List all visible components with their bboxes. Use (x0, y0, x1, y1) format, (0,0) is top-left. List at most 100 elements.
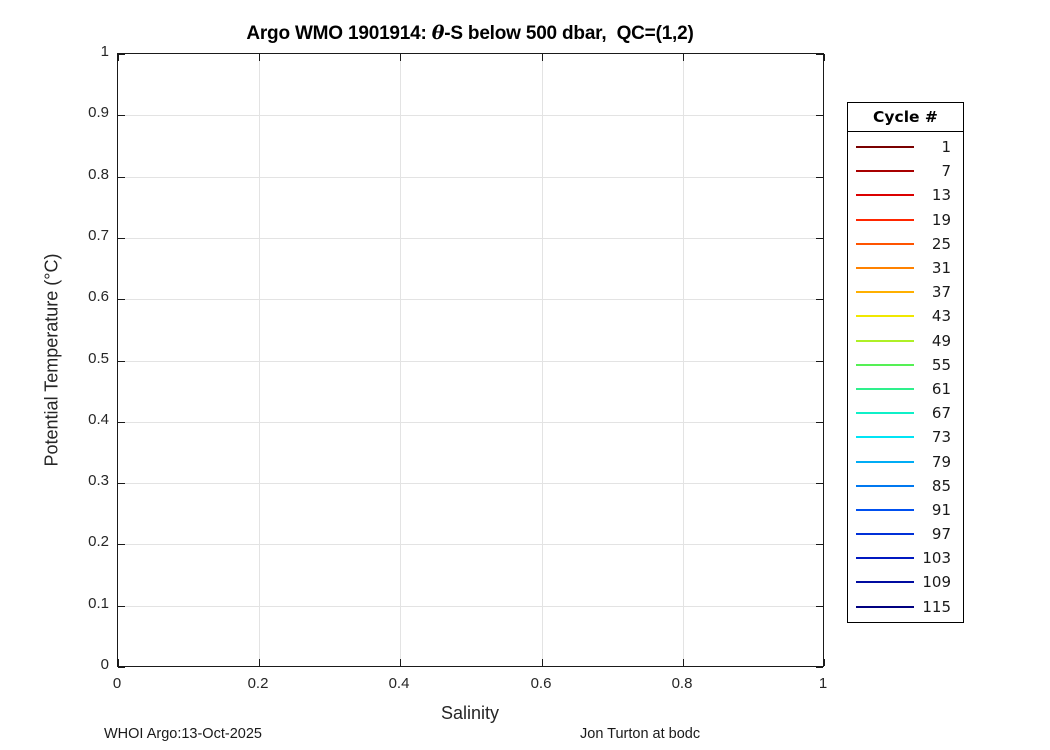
legend-line-sample (856, 557, 914, 560)
y-tick-mark-right (816, 667, 823, 668)
x-tick-mark-top (683, 54, 684, 61)
y-tick-label: 0.8 (88, 166, 109, 183)
y-tick-mark-right (816, 177, 823, 178)
x-tick-label: 0.4 (388, 675, 410, 692)
legend-line-sample (856, 533, 914, 536)
x-tick-mark-top (542, 54, 543, 61)
x-axis-label: Salinity (440, 703, 500, 723)
plot-area (117, 53, 825, 668)
x-tick-mark-top (259, 54, 260, 61)
legend-entry-label: 97 (931, 525, 951, 544)
legend-entry: 109 (848, 570, 963, 594)
legend-entry: 1 (848, 135, 963, 159)
chart-title-suffix: -S below 500 dbar, QC=(1,2) (444, 23, 694, 44)
legend-entry-label: 61 (931, 379, 951, 398)
legend-line-sample (856, 484, 914, 487)
legend-entry-label: 1 (941, 138, 951, 157)
legend-line-sample (856, 581, 914, 584)
legend-entry: 115 (848, 595, 963, 619)
legend-entry-label: 67 (931, 404, 951, 423)
y-tick-mark-left (118, 115, 125, 116)
x-gridline (400, 54, 401, 666)
x-tick-mark-top (400, 54, 401, 61)
y-tick-mark-right (816, 54, 823, 55)
legend: Cycle # 1 7 13 19 25 31 37 43 49 55 61 67 73 79 85 91 97… (847, 102, 964, 623)
y-gridline (118, 115, 823, 116)
footer-credit-text: Jon Turton at bodc (580, 726, 701, 742)
legend-line-sample (856, 436, 914, 439)
legend-entry-label: 43 (931, 307, 951, 326)
legend-line-sample (856, 218, 914, 221)
x-gridline (259, 54, 260, 666)
legend-entry: 13 (848, 183, 963, 207)
x-tick-label: 0.2 (247, 675, 269, 692)
y-tick-mark-left (118, 299, 125, 300)
x-tick-mark-bottom (824, 659, 825, 666)
y-tick-label: 0.2 (88, 533, 109, 550)
legend-entry-label: 73 (931, 428, 951, 447)
legend-entry: 49 (848, 329, 963, 353)
theta-symbol: θ (431, 22, 445, 44)
y-tick-mark-left (118, 483, 125, 484)
legend-entry: 43 (848, 304, 963, 328)
y-tick-label: 0.4 (88, 411, 109, 428)
legend-entry-label: 7 (941, 162, 951, 181)
legend-line-sample (856, 605, 914, 608)
y-tick-mark-right (816, 606, 823, 607)
y-gridline (118, 483, 823, 484)
legend-line-sample (856, 267, 914, 270)
x-tick-label: 1 (818, 675, 828, 692)
y-gridline (118, 299, 823, 300)
y-tick-mark-left (118, 667, 125, 668)
legend-entry: 61 (848, 377, 963, 401)
x-gridline (542, 54, 543, 666)
x-tick-mark-bottom (118, 659, 119, 666)
legend-entry: 73 (848, 425, 963, 449)
x-tick-label: 0.6 (530, 675, 552, 692)
y-tick-label: 0.7 (88, 227, 109, 244)
legend-entry-label: 37 (931, 283, 951, 302)
legend-entry: 19 (848, 208, 963, 232)
y-tick-label: 0.3 (88, 472, 109, 489)
legend-entry: 25 (848, 232, 963, 256)
y-tick-mark-left (118, 422, 125, 423)
y-tick-mark-right (816, 361, 823, 362)
legend-line-sample (856, 412, 914, 415)
legend-entry-label: 79 (931, 452, 951, 471)
legend-entry: 7 (848, 159, 963, 183)
x-tick-mark-bottom (542, 659, 543, 666)
y-gridline (118, 177, 823, 178)
y-tick-mark-right (816, 483, 823, 484)
y-tick-label: 0.6 (88, 288, 109, 305)
legend-entry-label: 31 (931, 259, 951, 278)
footer-source-text: WHOI Argo:13-Oct-2025 (104, 726, 262, 742)
y-gridline (118, 544, 823, 545)
legend-entry-label: 25 (931, 234, 951, 253)
legend-entry: 103 (848, 546, 963, 570)
y-tick-label: 0.5 (88, 350, 109, 367)
legend-entry: 79 (848, 450, 963, 474)
legend-line-sample (856, 242, 914, 245)
y-tick-mark-left (118, 361, 125, 362)
y-tick-mark-left (118, 177, 125, 178)
x-tick-mark-top (824, 54, 825, 61)
legend-body: 1 7 13 19 25 31 37 43 49 55 61 67 73 79 85 91 97 103 109 11… (848, 132, 963, 622)
legend-entry-label: 49 (931, 331, 951, 350)
legend-line-sample (856, 508, 914, 511)
y-tick-label: 0.1 (88, 595, 109, 612)
y-tick-mark-right (816, 238, 823, 239)
y-gridline (118, 422, 823, 423)
y-tick-mark-right (816, 544, 823, 545)
legend-line-sample (856, 146, 914, 149)
legend-entry: 85 (848, 474, 963, 498)
x-tick-mark-bottom (400, 659, 401, 666)
x-tick-mark-top (118, 54, 119, 61)
y-tick-mark-left (118, 544, 125, 545)
legend-entry-label: 91 (931, 500, 951, 519)
x-tick-mark-bottom (683, 659, 684, 666)
legend-entry-label: 109 (922, 573, 951, 592)
legend-line-sample (856, 170, 914, 173)
chart-title-prefix: Argo WMO 1901914: (246, 23, 432, 44)
x-gridline (683, 54, 684, 666)
